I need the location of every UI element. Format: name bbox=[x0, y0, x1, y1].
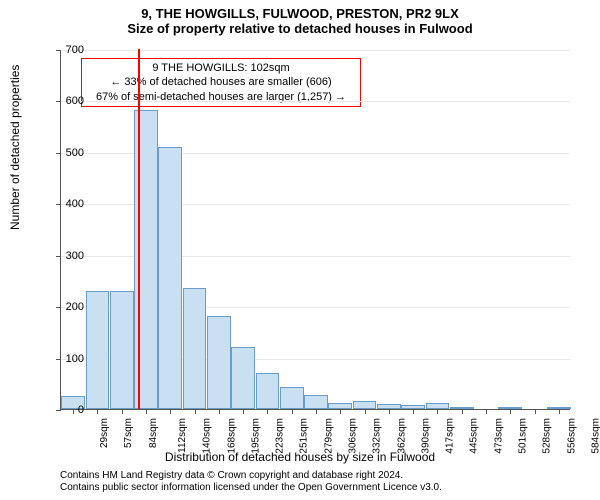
ytick-label: 100 bbox=[44, 353, 84, 365]
xtick-mark bbox=[365, 409, 366, 414]
chart-container: 9, THE HOWGILLS, FULWOOD, PRESTON, PR2 9… bbox=[0, 0, 600, 500]
xtick-label: 362sqm bbox=[396, 418, 407, 454]
xtick-label: 528sqm bbox=[542, 418, 553, 454]
xtick-label: 140sqm bbox=[202, 418, 213, 454]
footer-line-1: Contains HM Land Registry data © Crown c… bbox=[60, 470, 442, 482]
xtick-label: 445sqm bbox=[469, 418, 480, 454]
ytick-label: 500 bbox=[44, 147, 84, 159]
histogram-bar bbox=[183, 288, 207, 409]
xtick-mark bbox=[316, 409, 317, 414]
annotation-box: 9 THE HOWGILLS: 102sqm ← 33% of detached… bbox=[81, 58, 361, 107]
xtick-label: 195sqm bbox=[250, 418, 261, 454]
xtick-label: 417sqm bbox=[445, 418, 456, 454]
xtick-mark bbox=[413, 409, 414, 414]
histogram-bar bbox=[353, 401, 377, 409]
histogram-bar bbox=[304, 395, 328, 409]
plot-area: 9 THE HOWGILLS: 102sqm ← 33% of detached… bbox=[60, 50, 570, 410]
xtick-mark bbox=[292, 409, 293, 414]
title-line-2: Size of property relative to detached ho… bbox=[0, 21, 600, 36]
title-block: 9, THE HOWGILLS, FULWOOD, PRESTON, PR2 9… bbox=[0, 0, 600, 36]
xtick-mark bbox=[559, 409, 560, 414]
xtick-mark bbox=[486, 409, 487, 414]
xtick-mark bbox=[267, 409, 268, 414]
xtick-mark bbox=[340, 409, 341, 414]
xtick-mark bbox=[437, 409, 438, 414]
annotation-line-2: ← 33% of detached houses are smaller (60… bbox=[88, 75, 354, 89]
annotation-line-1: 9 THE HOWGILLS: 102sqm bbox=[88, 61, 354, 75]
xtick-label: 501sqm bbox=[518, 418, 529, 454]
xtick-mark bbox=[195, 409, 196, 414]
xtick-label: 251sqm bbox=[299, 418, 310, 454]
histogram-bar bbox=[110, 291, 134, 409]
xtick-mark bbox=[535, 409, 536, 414]
xtick-mark bbox=[510, 409, 511, 414]
histogram-bar bbox=[86, 291, 110, 409]
property-marker-line bbox=[138, 49, 140, 409]
xtick-label: 29sqm bbox=[99, 418, 110, 448]
xtick-mark bbox=[170, 409, 171, 414]
ytick-label: 200 bbox=[44, 301, 84, 313]
xtick-label: 473sqm bbox=[493, 418, 504, 454]
xtick-label: 168sqm bbox=[226, 418, 237, 454]
xtick-label: 112sqm bbox=[177, 418, 188, 453]
histogram-bar bbox=[158, 147, 182, 409]
footer-line-2: Contains public sector information licen… bbox=[60, 482, 442, 494]
ytick-label: 0 bbox=[44, 404, 84, 416]
histogram-bar bbox=[256, 373, 280, 409]
xtick-mark bbox=[122, 409, 123, 414]
ytick-label: 600 bbox=[44, 95, 84, 107]
histogram-bar bbox=[207, 316, 231, 409]
xtick-mark bbox=[97, 409, 98, 414]
xtick-label: 306sqm bbox=[348, 418, 359, 454]
xtick-label: 332sqm bbox=[372, 418, 383, 454]
xtick-mark bbox=[462, 409, 463, 414]
xtick-mark bbox=[146, 409, 147, 414]
xtick-label: 223sqm bbox=[275, 418, 286, 454]
xtick-mark bbox=[389, 409, 390, 414]
xtick-label: 84sqm bbox=[148, 418, 159, 448]
xtick-label: 279sqm bbox=[323, 418, 334, 454]
y-axis-title: Number of detached properties bbox=[8, 65, 22, 230]
histogram-bar bbox=[280, 387, 304, 409]
ytick-label: 400 bbox=[44, 198, 84, 210]
ytick-label: 300 bbox=[44, 250, 84, 262]
footer-text: Contains HM Land Registry data © Crown c… bbox=[60, 470, 442, 494]
xtick-label: 556sqm bbox=[566, 418, 577, 454]
xtick-label: 584sqm bbox=[590, 418, 600, 454]
xtick-mark bbox=[219, 409, 220, 414]
xtick-label: 390sqm bbox=[420, 418, 431, 454]
title-line-1: 9, THE HOWGILLS, FULWOOD, PRESTON, PR2 9… bbox=[0, 6, 600, 21]
histogram-bar bbox=[231, 347, 255, 409]
xtick-label: 57sqm bbox=[123, 418, 134, 448]
xtick-mark bbox=[243, 409, 244, 414]
ytick-label: 700 bbox=[44, 44, 84, 56]
